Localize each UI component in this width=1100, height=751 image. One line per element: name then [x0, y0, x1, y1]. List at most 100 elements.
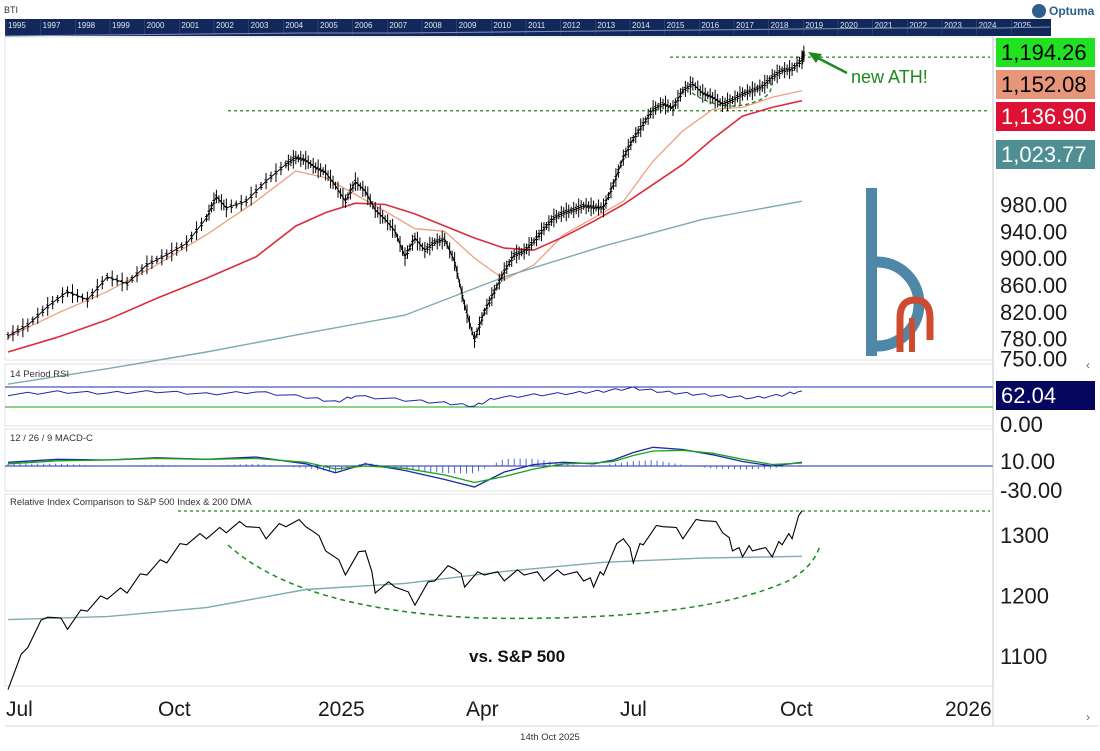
overview-year-2006: 2006	[355, 21, 373, 30]
price-badge-label: 1,194.26	[1001, 40, 1087, 65]
overview-year-2021: 2021	[875, 21, 893, 30]
relative-dma-line	[7, 555, 803, 621]
relative-y-tick: 1100	[1000, 644, 1047, 669]
macd-signal-line	[7, 449, 803, 484]
logo-mark	[896, 296, 934, 352]
price-series-sma_short	[7, 89, 803, 338]
overview-year-2004: 2004	[285, 21, 303, 30]
price-badge-label: 1,152.08	[1001, 72, 1087, 97]
brand-label: Optuma	[1049, 4, 1095, 18]
x-axis-tick: 2025	[318, 698, 365, 721]
overview-year-1999: 1999	[112, 21, 130, 30]
price-panel	[4, 36, 994, 361]
price-badge-3	[996, 140, 1095, 169]
relative-panel	[4, 493, 994, 687]
price-series-sma_long	[7, 200, 803, 385]
price-badge-label: 1,023.77	[1001, 142, 1087, 167]
overview-year-2000: 2000	[147, 21, 165, 30]
overview-year-2013: 2013	[597, 21, 615, 30]
overview-year-2005: 2005	[320, 21, 338, 30]
rsi-line	[7, 386, 803, 408]
overview-year-2016: 2016	[701, 21, 719, 30]
base-arc	[691, 81, 772, 107]
overview-year-1997: 1997	[43, 21, 61, 30]
overview-year-1998: 1998	[77, 21, 95, 30]
overview-year-2011: 2011	[528, 21, 546, 30]
x-axis-tick: Oct	[780, 698, 813, 721]
price-y-tick: 900.00	[1000, 246, 1067, 271]
overview-year-2008: 2008	[424, 21, 442, 30]
overview-year-2010: 2010	[493, 21, 511, 30]
price-badge-0	[996, 38, 1095, 67]
overview-year-2007: 2007	[389, 21, 407, 30]
rsi-y-tick: 0.00	[1000, 412, 1043, 437]
overview-strip[interactable]	[5, 19, 1051, 36]
macd-panel	[4, 428, 994, 492]
price-y-tick: 980.00	[1000, 193, 1067, 218]
overview-year-2022: 2022	[909, 21, 927, 30]
relative-y-tick: 1200	[1000, 584, 1049, 609]
scroll-right-icon[interactable]: ›	[1086, 710, 1090, 724]
relative-note: vs. S&P 500	[469, 647, 565, 666]
x-axis-tick: Apr	[466, 698, 499, 721]
price-y-tick: 750.00	[1000, 347, 1067, 372]
overview-year-2009: 2009	[459, 21, 477, 30]
overview-year-2003: 2003	[251, 21, 269, 30]
annotation-arrow-head	[808, 52, 822, 63]
rsi-panel	[4, 363, 994, 427]
overview-year-labels: 1995 1997 1998 1999 2000 2001 2002 2003 2004 2005…	[5, 20, 1032, 35]
price-y-tick: 820.00	[1000, 300, 1067, 325]
price-badge-1	[996, 70, 1095, 99]
macd-y-tick: 10.00	[1000, 449, 1055, 474]
overview-year-2024: 2024	[979, 21, 997, 30]
optuma-logo: Optuma	[1032, 4, 1095, 18]
macd-title: 12 / 26 / 9 MACD-C	[10, 433, 93, 444]
rsi-title: 14 Period RSI	[10, 369, 69, 380]
overview-year-2020: 2020	[840, 21, 858, 30]
overview-year-2017: 2017	[736, 21, 754, 30]
ath-annotation: new ATH!	[808, 52, 928, 87]
header-bar	[0, 0, 1100, 19]
x-axis-tick: Jul	[6, 698, 33, 721]
overview-year-1995: 1995	[8, 21, 26, 30]
x-axis-tick: Oct	[158, 698, 191, 721]
rsi-badge-label: 62.04	[1001, 383, 1056, 408]
relative-y-tick: 1300	[1000, 523, 1049, 548]
optuma-logo-icon	[1032, 4, 1046, 18]
overview-year-2014: 2014	[632, 21, 650, 30]
macd-y-tick: -30.00	[1000, 478, 1062, 503]
rsi-badge	[996, 381, 1095, 410]
x-axis-tick: 2026	[945, 698, 992, 721]
price-badge-2	[996, 102, 1095, 131]
logo-mark-bar	[909, 318, 915, 352]
price-y-tick: 860.00	[1000, 273, 1067, 298]
annotation-arrow-line	[813, 54, 848, 75]
overview-sparkline	[4, 26, 1051, 37]
macd-layer: 10.00 -30.00	[5, 446, 1062, 503]
x-axis: Jul Oct 2025 Apr Jul Oct 2026	[5, 37, 1098, 727]
relative-layer: 1100 1200 1300	[7, 510, 1049, 690]
overview-year-2001: 2001	[181, 21, 199, 30]
overview-year-2025: 2025	[1013, 21, 1031, 30]
relative-title: Relative Index Comparison to S&P 500 Ind…	[10, 497, 252, 508]
panel-collapse-icon[interactable]: ‹	[1086, 358, 1090, 372]
overview-year-2012: 2012	[563, 21, 581, 30]
rsi-layer: 62.04 0.00	[5, 381, 1095, 437]
price-layer: 750.00780.00820.00860.00900.00940.00980.…	[6, 38, 1095, 385]
price-badge-label: 1,136.90	[1001, 104, 1087, 129]
overview-year-2018: 2018	[771, 21, 789, 30]
overview-year-2023: 2023	[944, 21, 962, 30]
price-y-tick: 940.00	[1000, 219, 1067, 244]
annotation-text: new ATH!	[851, 67, 928, 87]
x-axis-tick: Jul	[620, 698, 647, 721]
price-series-price	[7, 51, 805, 342]
price-series-sma_mid	[7, 99, 803, 353]
relative-ratio-line	[7, 510, 803, 690]
brand-logo	[866, 188, 934, 356]
overview-year-2019: 2019	[805, 21, 823, 30]
overview-year-2002: 2002	[216, 21, 234, 30]
price-y-tick: 780.00	[1000, 327, 1067, 352]
footer-date: 14th Oct 2025	[520, 732, 580, 743]
ticker-label: BTI	[4, 5, 18, 15]
